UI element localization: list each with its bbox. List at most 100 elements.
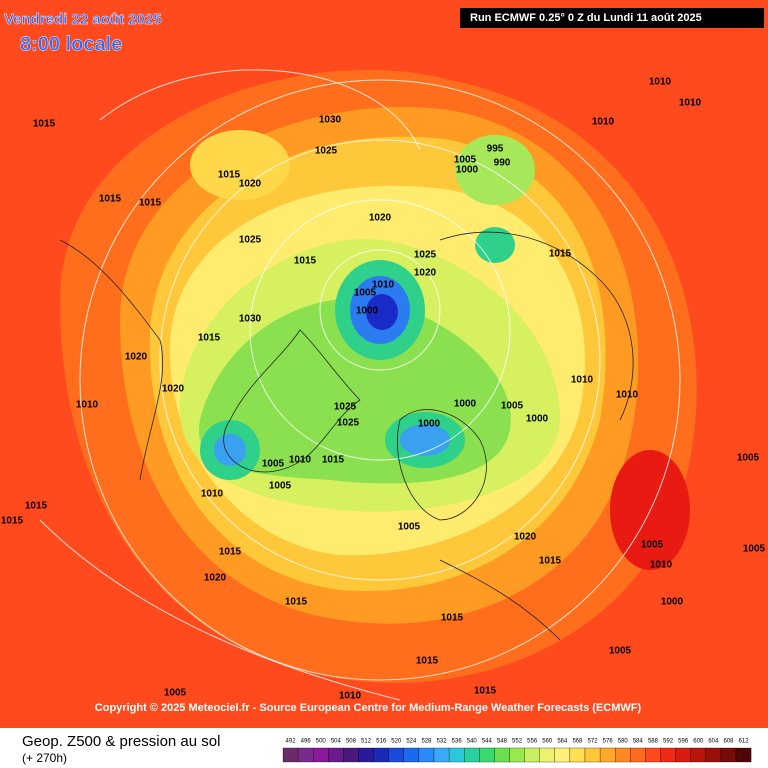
scale-label: 600 <box>693 739 704 745</box>
isobar-label: 1020 <box>204 573 227 584</box>
isobar-label: 1020 <box>414 268 437 279</box>
isobar-label: 1025 <box>334 402 357 413</box>
isobar-label: 1005 <box>454 155 477 166</box>
isobar-label: 1015 <box>416 656 439 667</box>
scale-label: 528 <box>421 739 432 745</box>
scale-label: 524 <box>406 739 417 745</box>
isobar-label: 1010 <box>649 77 672 88</box>
isobar-label: 1015 <box>219 547 242 558</box>
isobar-label: 1005 <box>164 688 187 699</box>
scale-swatch <box>660 747 676 763</box>
isobar-label: 1005 <box>262 459 285 470</box>
scale-label: 576 <box>603 739 614 745</box>
isobar-label: 1015 <box>474 686 497 697</box>
scale-label: 548 <box>497 739 508 745</box>
isobar-label: 1005 <box>641 540 664 551</box>
scale-label: 592 <box>663 739 674 745</box>
isobar-label: 1015 <box>294 256 317 267</box>
scale-label: 504 <box>331 739 342 745</box>
scale-swatch <box>494 747 510 763</box>
isobar-label: 1005 <box>354 288 377 299</box>
isobar-label: 1005 <box>501 401 524 412</box>
isobar-label: 1005 <box>743 544 766 555</box>
isobar-label: 1015 <box>139 198 162 209</box>
isobar-label: 1025 <box>239 235 262 246</box>
isobar-label: 1010 <box>571 375 594 386</box>
scale-label: 508 <box>346 739 357 745</box>
scale-swatch <box>539 747 555 763</box>
isobar-label: 1010 <box>592 117 615 128</box>
isobar-label: 1020 <box>162 384 185 395</box>
scale-label: 552 <box>512 739 523 745</box>
isobar-label: 1000 <box>456 165 479 176</box>
isobar-label: 1010 <box>679 98 702 109</box>
isobar-label: 1010 <box>616 390 639 401</box>
scale-swatch <box>464 747 480 763</box>
scale-swatch <box>373 747 389 763</box>
scale-label: 520 <box>391 739 402 745</box>
isobar-label: 1010 <box>201 489 224 500</box>
scale-swatch <box>328 747 344 763</box>
scale-label: 536 <box>452 739 463 745</box>
isobar-label: 1025 <box>337 418 360 429</box>
isobar-label: 1000 <box>661 597 684 608</box>
isobar-label: 1000 <box>454 399 477 410</box>
isobar-label: 1010 <box>289 455 312 466</box>
isobar-label: 1015 <box>218 170 241 181</box>
scale-swatch <box>388 747 404 763</box>
isobar-label: 1015 <box>549 249 572 260</box>
isobar-label: 1010 <box>339 691 362 702</box>
scale-swatch <box>524 747 540 763</box>
scale-swatch <box>690 747 706 763</box>
isobar-label: 1015 <box>198 333 221 344</box>
scale-label: 572 <box>588 739 599 745</box>
scale-label: 588 <box>648 739 659 745</box>
isobar-label: 1000 <box>418 419 441 430</box>
scale-label: 544 <box>482 739 493 745</box>
date: Vendredi 22 août 2025 <box>4 11 162 28</box>
map <box>0 0 768 728</box>
isobar-label: 1010 <box>650 560 673 571</box>
scale-swatch <box>313 747 329 763</box>
isobar-label: 1015 <box>539 556 562 567</box>
scale-label: 500 <box>316 739 327 745</box>
isobar-label: 1005 <box>737 453 760 464</box>
isobar-label: 1015 <box>285 597 308 608</box>
scale-label: 584 <box>633 739 644 745</box>
isobar-label: 1010 <box>372 280 395 291</box>
isobar-label: 1005 <box>398 522 421 533</box>
scale-label: 492 <box>286 739 297 745</box>
scale-swatch <box>343 747 359 763</box>
isobar-label: 1020 <box>239 179 262 190</box>
scale-label: 580 <box>618 739 629 745</box>
scale-label: 604 <box>708 739 719 745</box>
scale-label: 540 <box>467 739 478 745</box>
isobar-label: 1010 <box>76 400 99 411</box>
scale-label: 608 <box>723 739 734 745</box>
isobar-label: 1020 <box>369 213 392 224</box>
scale-label: 532 <box>437 739 448 745</box>
isobar-label: 1015 <box>322 455 345 466</box>
isobar-label: 995 <box>487 144 504 155</box>
isobar-label: 990 <box>494 158 511 169</box>
scale-label: 564 <box>557 739 568 745</box>
scale-swatch <box>584 747 601 763</box>
scale-swatch <box>615 747 631 763</box>
scale-swatch <box>448 747 465 763</box>
scale-swatch <box>705 747 722 763</box>
scale-swatch <box>433 747 450 763</box>
scale-swatch <box>509 747 525 763</box>
isobar-label: 1000 <box>526 414 549 425</box>
isobar-label: 1025 <box>414 250 437 261</box>
scale-swatch <box>358 747 374 763</box>
isobar-label: 1025 <box>315 146 338 157</box>
isobar-label: 1005 <box>269 481 292 492</box>
copyright: Copyright © 2025 Meteociel.fr - Source E… <box>95 702 642 714</box>
scale-label: 596 <box>678 739 689 745</box>
scale-swatch <box>282 747 299 763</box>
scale-label: 512 <box>361 739 372 745</box>
color-scale: 492 496 500 504 508 512 516 520 524 528 532 536 540 5… <box>282 739 752 763</box>
scale-label: 560 <box>542 739 553 745</box>
isobar-label: 1020 <box>514 532 537 543</box>
